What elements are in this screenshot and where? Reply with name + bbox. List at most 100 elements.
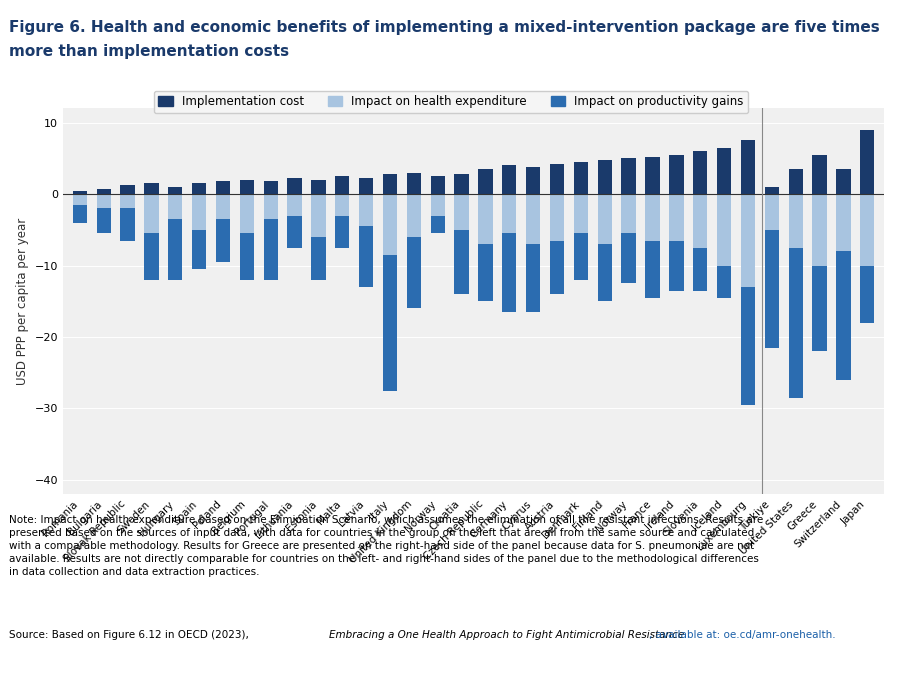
Text: , available at: oe.cd/amr-onehealth.: , available at: oe.cd/amr-onehealth. bbox=[649, 630, 836, 640]
Bar bbox=[97, 194, 111, 209]
Bar bbox=[645, 194, 659, 240]
Bar bbox=[574, 194, 588, 234]
Bar bbox=[216, 194, 230, 219]
Bar bbox=[813, 194, 827, 265]
Y-axis label: USD PPP per capita per year: USD PPP per capita per year bbox=[16, 217, 29, 385]
Bar bbox=[621, 234, 636, 284]
Bar bbox=[263, 194, 278, 219]
Bar bbox=[478, 169, 492, 194]
Bar bbox=[645, 157, 659, 194]
Text: Figure 6. Health and economic benefits of implementing a mixed-intervention pack: Figure 6. Health and economic benefits o… bbox=[9, 20, 879, 35]
Bar bbox=[120, 209, 134, 240]
Bar bbox=[240, 234, 254, 280]
Bar bbox=[788, 169, 803, 194]
Bar bbox=[693, 194, 707, 248]
Bar bbox=[311, 237, 326, 280]
Bar bbox=[813, 155, 827, 194]
Bar bbox=[263, 181, 278, 194]
Bar bbox=[741, 194, 755, 287]
Bar bbox=[598, 160, 612, 194]
Bar bbox=[288, 178, 302, 194]
Bar bbox=[144, 183, 159, 194]
Text: Note: Impact on health expenditure based on the Elimination Scenario, which assu: Note: Impact on health expenditure based… bbox=[9, 515, 763, 577]
Bar bbox=[478, 194, 492, 244]
Bar bbox=[621, 194, 636, 234]
Bar bbox=[717, 148, 732, 194]
Bar bbox=[836, 194, 851, 251]
Bar bbox=[836, 169, 851, 194]
Bar bbox=[765, 187, 779, 194]
Bar bbox=[526, 194, 540, 244]
Bar bbox=[574, 234, 588, 280]
Bar bbox=[97, 209, 111, 234]
Bar bbox=[430, 194, 445, 215]
Bar bbox=[240, 194, 254, 234]
Bar bbox=[168, 194, 182, 219]
Bar bbox=[311, 180, 326, 194]
Bar bbox=[813, 265, 827, 351]
Bar bbox=[526, 167, 540, 194]
Bar bbox=[455, 230, 469, 294]
Bar bbox=[455, 194, 469, 230]
Bar bbox=[861, 265, 874, 323]
Bar bbox=[382, 174, 397, 194]
Text: Embracing a One Health Approach to Fight Antimicrobial Resistance: Embracing a One Health Approach to Fight… bbox=[329, 630, 685, 640]
Bar bbox=[741, 287, 755, 405]
Bar bbox=[288, 215, 302, 248]
Text: more than implementation costs: more than implementation costs bbox=[9, 44, 290, 59]
Bar bbox=[861, 130, 874, 194]
Bar bbox=[336, 194, 349, 215]
Bar bbox=[120, 185, 134, 194]
Bar bbox=[382, 255, 397, 391]
Bar bbox=[788, 194, 803, 248]
Bar bbox=[359, 194, 373, 226]
Bar bbox=[526, 244, 540, 312]
Bar bbox=[741, 141, 755, 194]
Bar bbox=[263, 219, 278, 280]
Bar bbox=[120, 194, 134, 209]
Bar bbox=[240, 180, 254, 194]
Bar bbox=[168, 187, 182, 194]
Bar bbox=[836, 251, 851, 380]
Bar bbox=[407, 237, 421, 309]
Bar bbox=[478, 244, 492, 301]
Bar bbox=[502, 165, 517, 194]
Bar bbox=[73, 194, 87, 204]
Bar bbox=[359, 226, 373, 287]
Bar bbox=[407, 194, 421, 237]
Bar bbox=[861, 194, 874, 265]
Bar bbox=[502, 194, 517, 234]
Bar bbox=[574, 162, 588, 194]
Bar bbox=[455, 174, 469, 194]
Bar bbox=[407, 173, 421, 194]
Bar bbox=[645, 240, 659, 298]
Bar bbox=[97, 189, 111, 194]
Bar bbox=[430, 176, 445, 194]
Bar bbox=[598, 244, 612, 301]
Bar bbox=[669, 240, 684, 290]
Bar bbox=[621, 158, 636, 194]
Bar bbox=[288, 194, 302, 215]
Bar bbox=[73, 190, 87, 194]
Bar bbox=[717, 194, 732, 265]
Bar bbox=[765, 230, 779, 348]
Bar bbox=[430, 215, 445, 234]
Bar bbox=[192, 194, 207, 230]
Bar bbox=[598, 194, 612, 244]
Bar bbox=[788, 248, 803, 397]
Bar bbox=[168, 219, 182, 280]
Bar bbox=[192, 183, 207, 194]
Bar bbox=[311, 194, 326, 237]
Bar bbox=[669, 155, 684, 194]
Bar bbox=[550, 194, 565, 240]
Bar bbox=[336, 215, 349, 248]
Bar bbox=[216, 219, 230, 262]
Bar bbox=[73, 204, 87, 223]
Legend: Implementation cost, Impact on health expenditure, Impact on productivity gains: Implementation cost, Impact on health ex… bbox=[153, 91, 749, 113]
Bar bbox=[693, 248, 707, 290]
Bar bbox=[359, 177, 373, 194]
Bar bbox=[550, 240, 565, 294]
Bar bbox=[192, 230, 207, 269]
Bar bbox=[382, 194, 397, 255]
Bar bbox=[144, 234, 159, 280]
